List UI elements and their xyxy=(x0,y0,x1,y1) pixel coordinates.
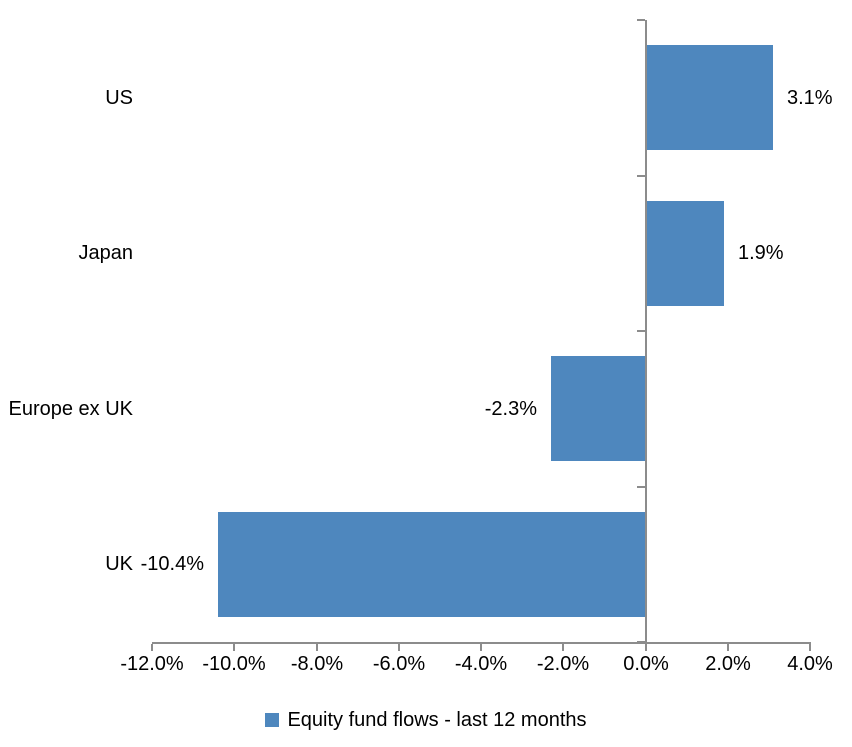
x-axis-line xyxy=(152,642,811,644)
category-label: UK xyxy=(105,553,133,575)
y-axis-tick xyxy=(637,175,645,177)
x-tick-label: -10.0% xyxy=(202,653,266,675)
x-tick-label: -12.0% xyxy=(120,653,184,675)
legend: Equity fund flows - last 12 months xyxy=(0,708,852,732)
bar xyxy=(646,45,773,150)
bar xyxy=(646,201,724,306)
x-axis-tick xyxy=(398,644,400,651)
bar xyxy=(551,356,646,461)
legend-label: Equity fund flows - last 12 months xyxy=(287,709,587,731)
value-label: -10.4% xyxy=(140,553,204,575)
value-label: 1.9% xyxy=(738,242,784,264)
x-axis-tick xyxy=(233,644,235,651)
x-axis-tick xyxy=(316,644,318,651)
y-axis-tick xyxy=(637,486,645,488)
legend-swatch-icon xyxy=(265,713,280,727)
x-tick-label: -2.0% xyxy=(536,653,590,675)
category-label: Europe ex UK xyxy=(8,398,133,420)
x-tick-label: 2.0% xyxy=(705,653,751,675)
y-axis-tick xyxy=(637,330,645,332)
x-axis-tick xyxy=(645,644,647,651)
x-axis-tick xyxy=(151,644,153,651)
x-axis-tick xyxy=(727,644,729,651)
category-label: Japan xyxy=(78,242,134,264)
x-axis-tick xyxy=(809,644,811,651)
value-label: 3.1% xyxy=(787,87,833,109)
x-tick-label: 4.0% xyxy=(787,653,833,675)
x-tick-label: 0.0% xyxy=(623,653,669,675)
x-tick-label: -8.0% xyxy=(290,653,344,675)
x-axis-tick xyxy=(562,644,564,651)
x-tick-label: -4.0% xyxy=(454,653,508,675)
value-label: -2.3% xyxy=(484,398,537,420)
category-label: US xyxy=(105,87,133,109)
x-tick-label: -6.0% xyxy=(372,653,426,675)
y-axis-line xyxy=(645,20,647,644)
y-axis-tick xyxy=(637,19,645,21)
x-axis-tick xyxy=(480,644,482,651)
bar xyxy=(218,512,646,617)
